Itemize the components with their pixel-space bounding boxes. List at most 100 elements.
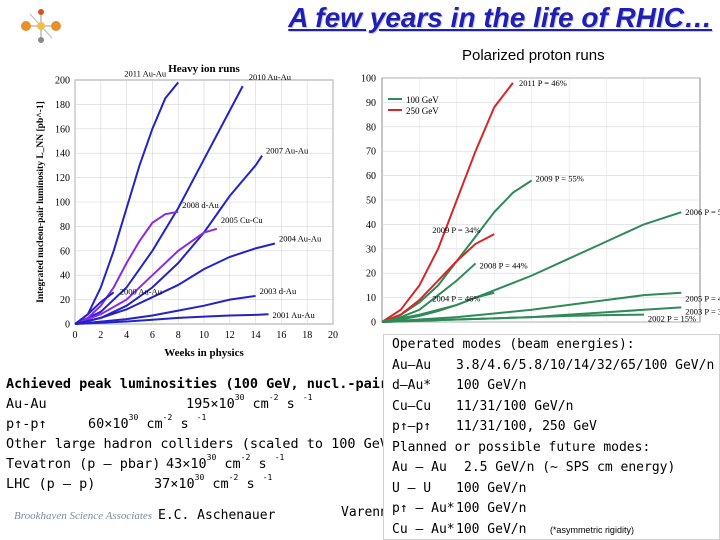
mode-label: p↑–p↑	[392, 419, 432, 434]
lhc-unit-exp: -2	[228, 473, 239, 482]
lhc-unit2-exp: -1	[262, 473, 273, 482]
chart-title: Heavy ion runs	[168, 63, 240, 75]
series-line	[74, 291, 115, 325]
pp-exp: 30	[128, 413, 139, 422]
series-label: 2005 P = 47%	[685, 294, 720, 304]
series-line	[74, 294, 256, 325]
mode-label: Au–Au	[392, 357, 432, 373]
lhc-label: LHC (p – p)	[6, 476, 96, 492]
x-tick-label: 4	[124, 330, 129, 341]
pp-peak-row: p↑-p↑ 60×1030 cm-2 s -1	[6, 414, 366, 434]
asymmetric-note: (*asymmetric rigidity)	[549, 524, 634, 535]
page-title: A few years in the life of RHIC…	[288, 2, 712, 33]
series-label: 2004 Au-Au	[279, 233, 322, 243]
auau-label: Au-Au	[6, 396, 47, 412]
tevatron-value: 43×10	[166, 456, 207, 472]
author-footer: E.C. Aschenauer	[158, 508, 276, 523]
y-tick-label: 140	[55, 149, 70, 160]
lhc-value: 37×10	[154, 476, 195, 492]
series-line	[381, 291, 495, 323]
planned-value: 2.5 GeV/n (~ SPS cm energy)	[464, 460, 676, 475]
mode-label: Cu–Cu	[392, 398, 432, 414]
series-line	[381, 306, 682, 323]
y-axis-label: Integrated nucleon-pair luminosity L_NN …	[36, 101, 46, 303]
tevatron-unit: cm	[216, 456, 241, 472]
y-tick-label: 30	[366, 244, 376, 255]
x-tick-label: 18	[302, 330, 312, 341]
series-label: 2010 Au-Au	[249, 72, 292, 82]
polarized-runs-subtitle: Polarized proton runs	[462, 47, 605, 64]
organization-footer: Brookhaven Science Associates	[14, 510, 153, 522]
tevatron-unit-exp: -2	[240, 453, 251, 462]
planned-label: Cu – Au*	[392, 521, 455, 537]
series-label: 2007 Au-Au	[266, 146, 309, 156]
planned-heading: Planned or possible future modes:	[392, 439, 651, 455]
tevatron-unit2: s	[250, 456, 275, 472]
pp-unit2-exp: -1	[196, 413, 207, 422]
mode-value: 3.8/4.6/5.8/10/14/32/65/100 GeV/n	[456, 357, 715, 373]
lhc-unit: cm	[204, 476, 229, 492]
modes-panel: Operated modes (beam energies): Au–Au 3.8…	[383, 334, 720, 540]
pp-value: 60×10	[88, 416, 129, 432]
series-line	[74, 210, 179, 325]
peak-luminosities-panel: Achieved peak luminosities (100 GeV, nuc…	[6, 374, 404, 494]
series-line	[74, 81, 179, 325]
lhc-exp: 30	[194, 473, 205, 482]
tevatron-label: Tevatron (p – pbar)	[6, 456, 161, 472]
auau-unit-exp: -2	[268, 393, 279, 402]
series-label: 2006 P = 55%	[685, 207, 720, 217]
planned-label: U – U	[392, 480, 432, 496]
heavy-ion-chart: 0 20 40 60 80 100 120 140 160 180 200 0 2 4 6 8 10 12 14 16…	[36, 63, 338, 359]
y-tick-label: 40	[60, 271, 70, 282]
y-tick-label: 120	[55, 173, 70, 184]
y-tick-label: 0	[371, 318, 376, 329]
series-label: 2000 Au-Au	[120, 286, 163, 296]
planned-label: p↑ – Au*	[392, 501, 455, 516]
y-tick-label: 40	[366, 220, 376, 231]
y-tick-label: 100	[361, 74, 376, 85]
y-tick-label: 160	[55, 124, 70, 135]
auau-unit2-exp: -1	[302, 393, 313, 402]
mode-row: d–Au* 100 GeV/n	[392, 376, 719, 397]
series-line	[381, 291, 682, 323]
series-label: 2003 d-Au	[260, 286, 297, 296]
lhc-unit2: s	[238, 476, 263, 492]
lhc-row: LHC (p – p) 37×1030 cm-2 s -1	[6, 474, 366, 494]
y-tick-label: 80	[366, 122, 376, 133]
legend-label-100: 100 GeV	[406, 95, 439, 105]
y-tick-label: 180	[55, 100, 70, 111]
operated-heading: Operated modes (beam energies):	[392, 337, 635, 352]
auau-unit2: s	[278, 396, 303, 412]
series-label: 2003 P = 34%	[685, 306, 720, 316]
series-label: 2011 P = 46%	[519, 78, 567, 88]
series-label: 2009 P = 55%	[536, 173, 584, 183]
series-line	[74, 313, 269, 325]
planned-label: Au – Au	[392, 460, 447, 475]
x-tick-label: 16	[276, 330, 286, 341]
rhic-logo-icon	[21, 9, 61, 43]
mode-value: 100 GeV/n	[456, 378, 527, 393]
series-label: 2011 Au-Au	[124, 68, 167, 78]
mode-row: Au–Au 3.8/4.6/5.8/10/14/32/65/100 GeV/n	[392, 356, 719, 377]
y-tick-label: 50	[366, 196, 376, 207]
x-tick-label: 14	[251, 330, 261, 341]
x-tick-label: 10	[199, 330, 209, 341]
series-label: 2004 P = 46%	[432, 294, 480, 304]
tevatron-exp: 30	[206, 453, 217, 462]
mode-label: d–Au*	[392, 378, 432, 393]
series-line	[74, 242, 276, 325]
pp-unit: cm	[138, 416, 163, 432]
planned-value: 100 GeV/n	[456, 521, 527, 537]
series-label: 2001 Au-Au	[273, 310, 316, 320]
series-line	[381, 211, 682, 323]
x-tick-label: 12	[225, 330, 235, 341]
planned-row: U – U 100 GeV/n	[392, 479, 719, 500]
auau-value: 195×10	[186, 396, 235, 412]
x-tick-label: 8	[176, 330, 181, 341]
series-line	[74, 155, 263, 325]
pp-label: p↑-p↑	[6, 416, 47, 432]
x-tick-label: 0	[73, 330, 78, 341]
mode-value: 11/31/100 GeV/n	[456, 398, 574, 414]
planned-value: 100 GeV/n	[456, 501, 527, 516]
